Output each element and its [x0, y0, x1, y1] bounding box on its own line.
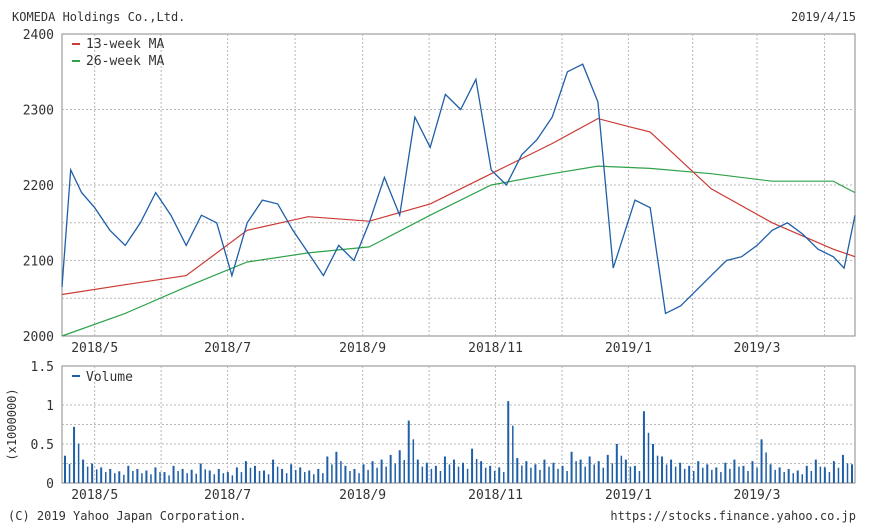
y-tick-label: 2400: [23, 28, 54, 43]
x-tick-label: 2018/11: [468, 341, 523, 356]
x-tick-label: 2018/9: [339, 488, 386, 503]
x-tick-label: 2018/5: [71, 341, 118, 356]
x-tick-label: 2019/3: [733, 488, 780, 503]
copyright-text: (C) 2019 Yahoo Japan Corporation.: [8, 509, 247, 523]
y-tick-label: 0: [46, 477, 54, 492]
y-tick-label: 1: [46, 399, 54, 414]
x-tick-label: 2018/9: [339, 341, 386, 356]
y-tick-label: 2100: [23, 255, 54, 270]
legend-label: 13-week MA: [86, 37, 164, 52]
x-tick-label: 2018/5: [71, 488, 118, 503]
legend-label: 26-week MA: [86, 54, 164, 69]
y-tick-label: 0.5: [31, 438, 54, 453]
x-tick-label: 2018/7: [204, 341, 251, 356]
company-name: KOMEDA Holdings Co.,Ltd.: [12, 10, 186, 24]
source-url[interactable]: https://stocks.finance.yahoo.co.jp: [610, 509, 856, 523]
y-tick-label: 2200: [23, 179, 54, 194]
x-tick-label: 2019/1: [605, 341, 652, 356]
x-tick-label: 2018/11: [468, 488, 523, 503]
x-tick-label: 2018/7: [204, 488, 251, 503]
series-line-ma26: [61, 165, 856, 337]
y-tick-label: 1.5: [31, 360, 54, 375]
y-tick-label: 2000: [23, 330, 54, 345]
y-axis-label: (x1000000): [5, 388, 19, 460]
price-panel: 2000 2100 2200 2300 2400 2018/5 2018/7 2018/9 20…: [23, 28, 856, 356]
series-line-price: [61, 63, 856, 315]
chart-date: 2019/4/15: [790, 10, 856, 24]
volume-panel: 0 0.5 1 1.5 2018/5 2018/7 2018/9 2018/11 2019/1 2…: [5, 360, 856, 503]
series-line-ma13: [61, 117, 856, 296]
y-tick-label: 2300: [23, 104, 54, 119]
legend-label: Volume: [86, 370, 133, 385]
x-tick-label: 2019/3: [733, 341, 780, 356]
x-tick-label: 2019/1: [605, 488, 652, 503]
